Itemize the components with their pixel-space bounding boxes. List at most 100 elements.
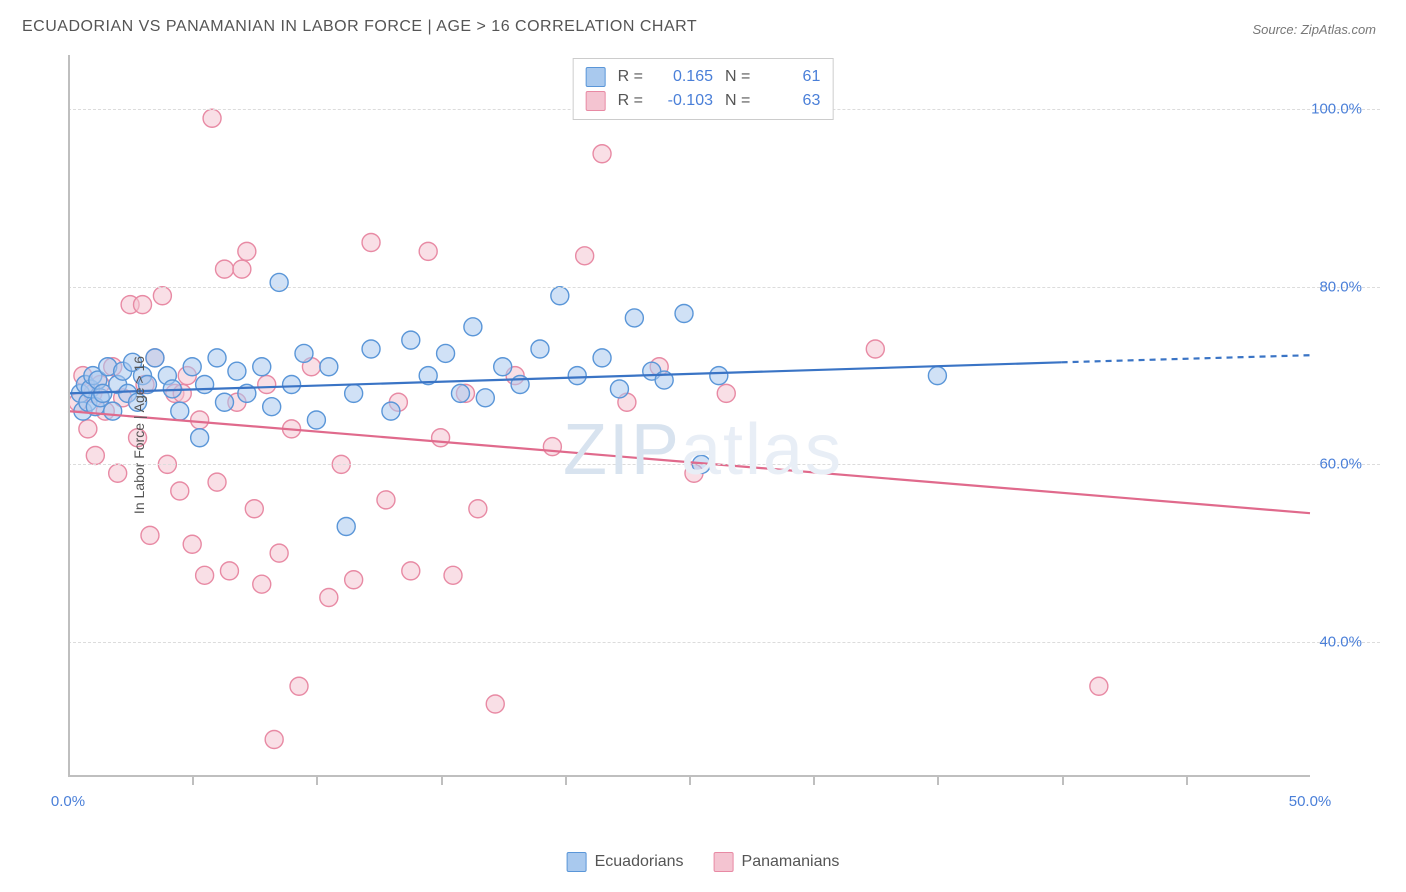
point-panamanians (270, 544, 288, 562)
point-panamanians (593, 145, 611, 163)
legend-row-ecuadorians: R = 0.165 N = 61 (586, 65, 821, 89)
point-ecuadorians (451, 384, 469, 402)
point-ecuadorians (928, 367, 946, 385)
point-ecuadorians (283, 376, 301, 394)
x-tick-label: 50.0% (1289, 793, 1332, 810)
point-panamanians (345, 571, 363, 589)
swatch-ecuadorians (586, 67, 606, 87)
point-ecuadorians (171, 402, 189, 420)
point-ecuadorians (183, 358, 201, 376)
point-panamanians (203, 109, 221, 127)
point-panamanians (866, 340, 884, 358)
r-label: R = (618, 92, 643, 110)
point-panamanians (320, 589, 338, 607)
point-ecuadorians (610, 380, 628, 398)
y-tick-label: 80.0% (1319, 278, 1362, 295)
scatter-svg (50, 55, 1380, 815)
point-panamanians (486, 695, 504, 713)
point-ecuadorians (208, 349, 226, 367)
point-panamanians (153, 287, 171, 305)
point-ecuadorians (464, 318, 482, 336)
point-ecuadorians (307, 411, 325, 429)
point-panamanians (183, 535, 201, 553)
point-panamanians (109, 464, 127, 482)
point-panamanians (1090, 677, 1108, 695)
point-panamanians (290, 677, 308, 695)
point-ecuadorians (402, 331, 420, 349)
y-tick-label: 40.0% (1319, 633, 1362, 650)
y-tick-label: 100.0% (1311, 101, 1362, 118)
point-ecuadorians (675, 305, 693, 323)
point-panamanians (576, 247, 594, 265)
point-ecuadorians (551, 287, 569, 305)
point-panamanians (233, 260, 251, 278)
point-ecuadorians (253, 358, 271, 376)
point-ecuadorians (337, 518, 355, 536)
point-ecuadorians (320, 358, 338, 376)
y-tick-label: 60.0% (1319, 456, 1362, 473)
point-ecuadorians (146, 349, 164, 367)
point-panamanians (141, 526, 159, 544)
x-tick-label: 0.0% (51, 793, 85, 810)
point-ecuadorians (625, 309, 643, 327)
point-ecuadorians (437, 344, 455, 362)
point-ecuadorians (191, 429, 209, 447)
point-ecuadorians (531, 340, 549, 358)
point-ecuadorians (494, 358, 512, 376)
point-panamanians (171, 482, 189, 500)
point-ecuadorians (568, 367, 586, 385)
r-value-1: -0.103 (655, 92, 713, 110)
y-axis-label: In Labor Force | Age > 16 (131, 356, 147, 514)
point-panamanians (134, 296, 152, 314)
point-ecuadorians (362, 340, 380, 358)
point-ecuadorians (270, 273, 288, 291)
point-ecuadorians (382, 402, 400, 420)
point-panamanians (215, 260, 233, 278)
plot-area: In Labor Force | Age > 16 40.0% 60.0% 80.0… (50, 55, 1380, 815)
point-ecuadorians (345, 384, 363, 402)
point-panamanians (543, 438, 561, 456)
swatch-ecuadorians-icon (567, 852, 587, 872)
point-panamanians (419, 242, 437, 260)
point-panamanians (238, 242, 256, 260)
legend-label-1: Panamanians (742, 853, 840, 871)
legend-row-panamanians: R = -0.103 N = 63 (586, 89, 821, 113)
point-ecuadorians (476, 389, 494, 407)
r-value-0: 0.165 (655, 68, 713, 86)
point-panamanians (253, 575, 271, 593)
point-panamanians (258, 376, 276, 394)
point-panamanians (220, 562, 238, 580)
point-panamanians (86, 447, 104, 465)
source-label: Source: ZipAtlas.com (1252, 22, 1376, 37)
point-ecuadorians (593, 349, 611, 367)
point-panamanians (402, 562, 420, 580)
n-label: N = (725, 92, 750, 110)
trendline-dash-ecuadorians (1062, 355, 1310, 362)
legend-item-panamanians: Panamanians (714, 852, 840, 872)
point-ecuadorians (104, 402, 122, 420)
point-ecuadorians (196, 376, 214, 394)
point-panamanians (362, 234, 380, 252)
point-panamanians (79, 420, 97, 438)
point-panamanians (245, 500, 263, 518)
point-panamanians (432, 429, 450, 447)
point-panamanians (196, 566, 214, 584)
correlation-legend: R = 0.165 N = 61 R = -0.103 N = 63 (573, 58, 834, 120)
series-legend: Ecuadorians Panamanians (567, 852, 840, 872)
point-panamanians (469, 500, 487, 518)
chart-title: ECUADORIAN VS PANAMANIAN IN LABOR FORCE … (22, 18, 697, 36)
swatch-panamanians-icon (714, 852, 734, 872)
point-panamanians (208, 473, 226, 491)
r-label: R = (618, 68, 643, 86)
point-panamanians (191, 411, 209, 429)
point-panamanians (444, 566, 462, 584)
n-label: N = (725, 68, 750, 86)
point-ecuadorians (710, 367, 728, 385)
legend-label-0: Ecuadorians (595, 853, 684, 871)
point-panamanians (377, 491, 395, 509)
point-ecuadorians (215, 393, 233, 411)
point-ecuadorians (263, 398, 281, 416)
point-panamanians (265, 731, 283, 749)
point-ecuadorians (228, 362, 246, 380)
legend-item-ecuadorians: Ecuadorians (567, 852, 684, 872)
